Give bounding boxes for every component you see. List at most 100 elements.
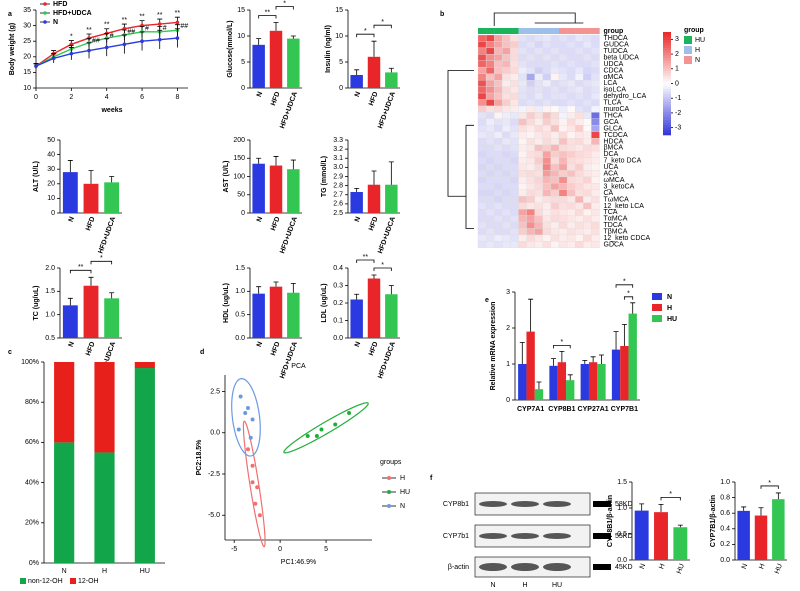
heat-cell xyxy=(583,86,592,94)
group-title: group xyxy=(604,28,624,35)
colorbar-step xyxy=(663,106,671,110)
heat-cell xyxy=(583,73,592,81)
heat-cell xyxy=(477,73,487,81)
bar xyxy=(269,30,283,88)
heat-cell xyxy=(485,67,495,74)
heat-cell xyxy=(550,47,560,55)
heat-cell xyxy=(477,150,487,158)
heat-cell xyxy=(502,34,511,42)
bar xyxy=(526,331,535,400)
heat-cell xyxy=(526,170,535,178)
heat-cell xyxy=(510,208,519,216)
heat-cell xyxy=(477,92,487,100)
heat-cell xyxy=(518,176,527,184)
heat-cell xyxy=(502,228,511,236)
group-cell xyxy=(478,28,487,34)
y-tick-label: 35 xyxy=(23,7,31,14)
x-tick-label: N xyxy=(741,563,749,570)
y-tick-label: -5.0 xyxy=(208,512,220,519)
legend-label: N xyxy=(53,19,58,26)
heat-cell xyxy=(558,118,568,126)
heat-cell xyxy=(518,86,527,94)
heat-cell xyxy=(583,92,592,100)
heat-cell xyxy=(591,150,600,158)
bar xyxy=(367,184,381,213)
heat-cell xyxy=(566,92,576,100)
heat-cell xyxy=(502,234,511,242)
bar xyxy=(772,499,785,560)
significance-label: ** xyxy=(157,12,163,19)
heat-cell xyxy=(485,144,495,152)
x-tick-label: N xyxy=(256,91,264,98)
bar xyxy=(385,72,398,88)
heat-cell xyxy=(477,234,487,242)
x-tick-label: HFD xyxy=(368,341,379,357)
heat-cell xyxy=(510,60,519,68)
legend-label: non-12-OH xyxy=(28,578,63,585)
y-tick-label: 30 xyxy=(23,22,31,29)
heat-cell xyxy=(494,92,503,100)
row-label: TβMCA xyxy=(604,229,628,236)
heat-cell xyxy=(583,54,592,61)
heat-cell xyxy=(518,138,527,145)
significance-label: * xyxy=(381,262,384,269)
y-tick-label: 0.4 xyxy=(720,526,730,533)
error-bar xyxy=(256,157,262,164)
y-tick-label: 1 xyxy=(506,361,510,368)
y-tick-label: 150 xyxy=(233,155,245,162)
heat-cell xyxy=(518,189,527,197)
heat-cell xyxy=(510,196,519,203)
bar xyxy=(104,182,120,213)
panel-letter: c xyxy=(8,349,12,356)
significance-label: ** xyxy=(78,264,84,271)
heat-cell xyxy=(550,228,560,236)
x-tick-label: 4 xyxy=(105,94,109,101)
y-axis-label: Relative mRNA expression xyxy=(490,302,497,391)
heat-cell xyxy=(494,118,503,126)
heat-cell xyxy=(534,67,543,74)
heat-cell xyxy=(502,196,511,203)
bar xyxy=(597,364,606,400)
group-cell xyxy=(518,28,527,34)
heat-cell xyxy=(550,208,560,216)
y-tick-label: 5 xyxy=(241,59,245,66)
heat-cell xyxy=(575,80,584,87)
heat-cell xyxy=(575,73,584,81)
heat-cell xyxy=(485,150,495,158)
bar xyxy=(628,313,637,400)
y-tick-label: 3.2 xyxy=(333,146,343,153)
y-tick-label: 30 xyxy=(47,166,55,173)
error-bar xyxy=(290,283,296,293)
group-cell xyxy=(486,28,495,34)
heat-cell xyxy=(575,208,584,216)
heat-cell xyxy=(575,228,584,236)
group-cell xyxy=(534,28,543,34)
error-bar xyxy=(371,274,377,279)
legend-swatch xyxy=(652,293,662,300)
bar xyxy=(367,278,381,338)
heat-cell xyxy=(558,241,568,248)
confidence-ellipse xyxy=(231,378,261,457)
heat-cell xyxy=(502,150,511,158)
heat-cell xyxy=(494,73,503,81)
data-point xyxy=(87,48,91,53)
heat-cell xyxy=(583,41,592,49)
y-axis-label: HDL (ug/uL) xyxy=(223,283,230,323)
y-axis-label: Glucose(mmol/L) xyxy=(227,20,234,77)
blot-band xyxy=(479,563,507,571)
heat-cell xyxy=(534,208,543,216)
heat-cell xyxy=(583,189,592,197)
heat-cell xyxy=(526,163,535,171)
heat-cell xyxy=(518,163,527,171)
heat-cell xyxy=(550,215,560,223)
heat-cell xyxy=(558,105,568,113)
heat-cell xyxy=(550,131,560,139)
legend-marker xyxy=(43,2,47,6)
heat-cell xyxy=(502,138,511,145)
y-tick-label: 3.0 xyxy=(333,164,343,171)
group-cell xyxy=(591,28,600,34)
heat-cell xyxy=(542,215,552,223)
heat-cell xyxy=(494,60,503,68)
heat-cell xyxy=(550,183,560,190)
x-tick-label: CYP8B1 xyxy=(548,406,575,413)
